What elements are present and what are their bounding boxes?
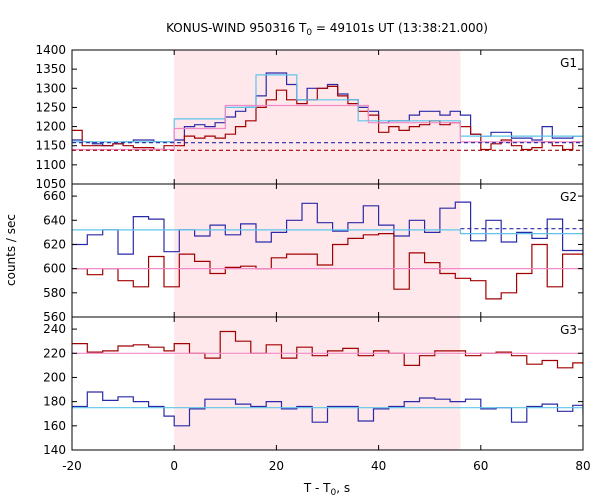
y-tick-label: 160 [43, 419, 66, 433]
y-tick-label: 580 [43, 286, 66, 300]
y-tick-label: 600 [43, 262, 66, 276]
panel-g1: 1050 1100 1150 1200 1250 1300 1350 1400 G1 [35, 43, 584, 191]
x-tick-label: 80 [575, 459, 590, 473]
y-tick-label: 180 [43, 395, 66, 409]
series-pink-step [72, 104, 583, 151]
x-tick-label: 60 [473, 459, 488, 473]
series-dark-blue-step [72, 201, 583, 257]
series-dark-red-step [72, 233, 583, 300]
y-tick-label: 620 [43, 237, 66, 251]
y-tick-label: 1250 [35, 100, 66, 114]
panel-frame [71, 316, 584, 451]
y-tick-label: 200 [43, 370, 66, 384]
x-tick-label: 40 [371, 459, 386, 473]
panel-g3: 140 160 180 200 220 240 G3 [43, 316, 584, 457]
x-tick-label: -20 [62, 459, 82, 473]
y-tick-label: 1150 [35, 139, 66, 153]
plot-panels: 10501100115012001250130013501400G1560580… [35, 43, 590, 473]
y-axis-title: counts / sec [4, 214, 18, 286]
highlight-interval [174, 50, 461, 184]
y-tick-label: 1400 [35, 43, 66, 57]
y-tick-label: 140 [43, 443, 66, 457]
panel-label: G2 [560, 190, 577, 204]
x-tick-label: 0 [170, 459, 178, 473]
x-tick-label: 20 [269, 459, 284, 473]
panel-g2: 560 580 600 620 640 660 G2 [43, 183, 584, 324]
y-tick-label: 1050 [35, 177, 66, 191]
highlight-interval [174, 317, 461, 450]
x-axis-title: T - T0, s [303, 481, 350, 498]
y-tick-label: 560 [43, 310, 66, 324]
series-light-blue-step [72, 229, 583, 235]
y-tick-label: 1100 [35, 158, 66, 172]
series-light-blue-step [72, 74, 583, 143]
chart-title: KONUS-WIND 950316 T0 = 49101s UT (13:38:… [166, 21, 488, 38]
y-tick-label: 220 [43, 346, 66, 360]
y-tick-label: 240 [43, 322, 66, 336]
y-tick-label: 1350 [35, 62, 66, 76]
y-tick-label: 640 [43, 213, 66, 227]
panel-label: G1 [560, 56, 577, 70]
y-tick-label: 1200 [35, 120, 66, 134]
y-tick-label: 660 [43, 189, 66, 203]
y-tick-label: 1300 [35, 81, 66, 95]
panel-label: G3 [560, 323, 577, 337]
